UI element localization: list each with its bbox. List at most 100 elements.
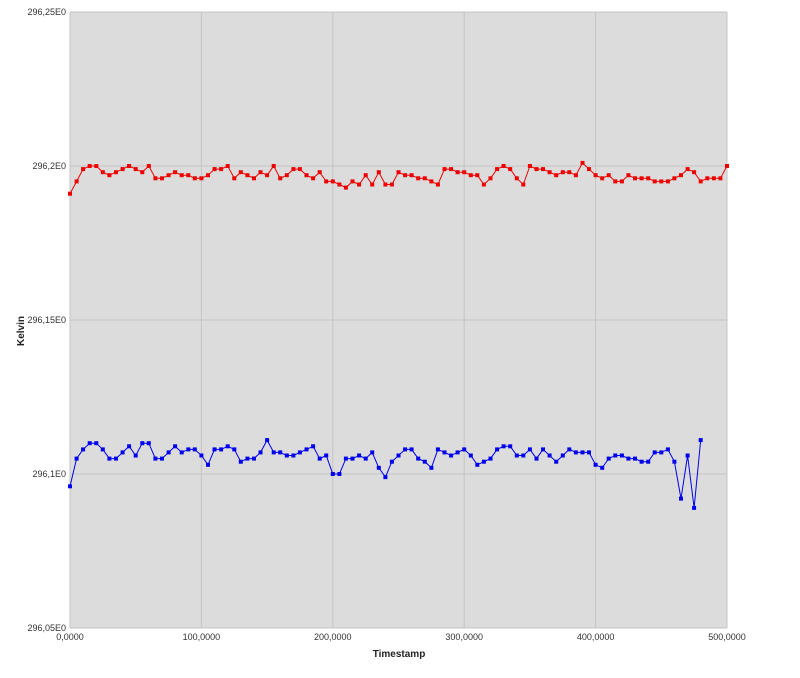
y-tick-label: 296,2E0 [32, 161, 66, 171]
data-point [580, 160, 585, 165]
data-point [311, 444, 316, 449]
data-point [94, 164, 99, 168]
data-point [192, 176, 197, 181]
data-point [94, 441, 99, 446]
data-point [153, 176, 158, 181]
data-point [271, 164, 276, 168]
data-point [245, 456, 250, 461]
data-point [626, 173, 631, 178]
data-point [330, 472, 335, 476]
data-point [153, 456, 158, 461]
data-point [74, 456, 79, 461]
data-point [422, 459, 427, 464]
y-tick-label: 296,15E0 [27, 315, 66, 325]
x-tick-label: 300,0000 [445, 632, 483, 642]
data-point [87, 441, 92, 446]
data-point [291, 167, 296, 172]
data-point [685, 167, 690, 172]
data-point [606, 173, 611, 178]
data-point [560, 170, 565, 175]
data-point [376, 465, 381, 470]
data-point [265, 173, 270, 178]
data-point [626, 456, 631, 461]
data-point [212, 167, 217, 172]
data-point [495, 447, 500, 452]
data-point [278, 450, 283, 455]
data-point [317, 170, 322, 175]
data-point [527, 447, 532, 452]
data-point [718, 176, 723, 181]
data-point [639, 176, 644, 181]
series-group [68, 160, 729, 510]
data-point [593, 173, 598, 178]
data-point [633, 176, 637, 181]
data-point [449, 453, 454, 458]
data-point [514, 176, 519, 181]
data-point [429, 179, 434, 184]
data-point [711, 176, 716, 181]
data-point [416, 176, 421, 181]
data-point [534, 167, 539, 172]
data-point [232, 447, 237, 452]
data-point [679, 173, 683, 178]
data-point [541, 447, 545, 452]
data-point [501, 164, 506, 168]
data-point [409, 447, 414, 452]
data-point [389, 459, 394, 464]
data-point [692, 505, 697, 510]
data-point [206, 462, 210, 467]
data-point [68, 191, 72, 196]
data-point [633, 456, 637, 461]
data-point [409, 173, 414, 178]
data-point [140, 170, 145, 175]
data-point [672, 176, 677, 181]
data-point [606, 456, 611, 461]
data-point [160, 456, 164, 461]
data-point [74, 179, 79, 184]
data-point [508, 167, 513, 172]
data-point [560, 453, 565, 458]
data-point [495, 167, 500, 172]
data-point [258, 450, 263, 455]
data-point [580, 450, 585, 455]
data-point [350, 179, 355, 184]
data-point [508, 444, 513, 449]
data-point [462, 447, 467, 452]
data-point [442, 167, 447, 172]
data-point [343, 456, 348, 461]
data-point [587, 167, 591, 172]
data-point [587, 450, 591, 455]
data-point [442, 450, 447, 455]
data-point [186, 447, 191, 452]
data-point [304, 173, 309, 178]
data-point [120, 450, 125, 455]
data-point [396, 170, 401, 175]
data-point [396, 453, 401, 458]
x-tick-label: 100,0000 [183, 632, 221, 642]
data-point [219, 167, 224, 172]
data-point [357, 453, 362, 458]
series-2 [68, 438, 703, 510]
data-point [337, 182, 342, 187]
data-point [468, 453, 473, 458]
data-point [179, 173, 184, 178]
data-point [455, 450, 460, 455]
data-point [573, 450, 578, 455]
data-point [488, 176, 493, 181]
data-point [363, 456, 368, 461]
data-point [192, 447, 197, 452]
y-tick-label: 296,05E0 [27, 623, 66, 633]
data-point [199, 453, 204, 458]
data-point [521, 182, 526, 187]
data-point [166, 173, 171, 178]
data-point [225, 164, 230, 168]
x-tick-label: 0,0000 [56, 632, 84, 642]
data-point [665, 447, 670, 452]
data-point [127, 164, 132, 168]
data-point [435, 447, 440, 452]
data-point [206, 173, 210, 178]
data-point [68, 484, 72, 489]
data-point [639, 459, 644, 464]
data-point [593, 462, 598, 467]
data-point [100, 170, 105, 175]
